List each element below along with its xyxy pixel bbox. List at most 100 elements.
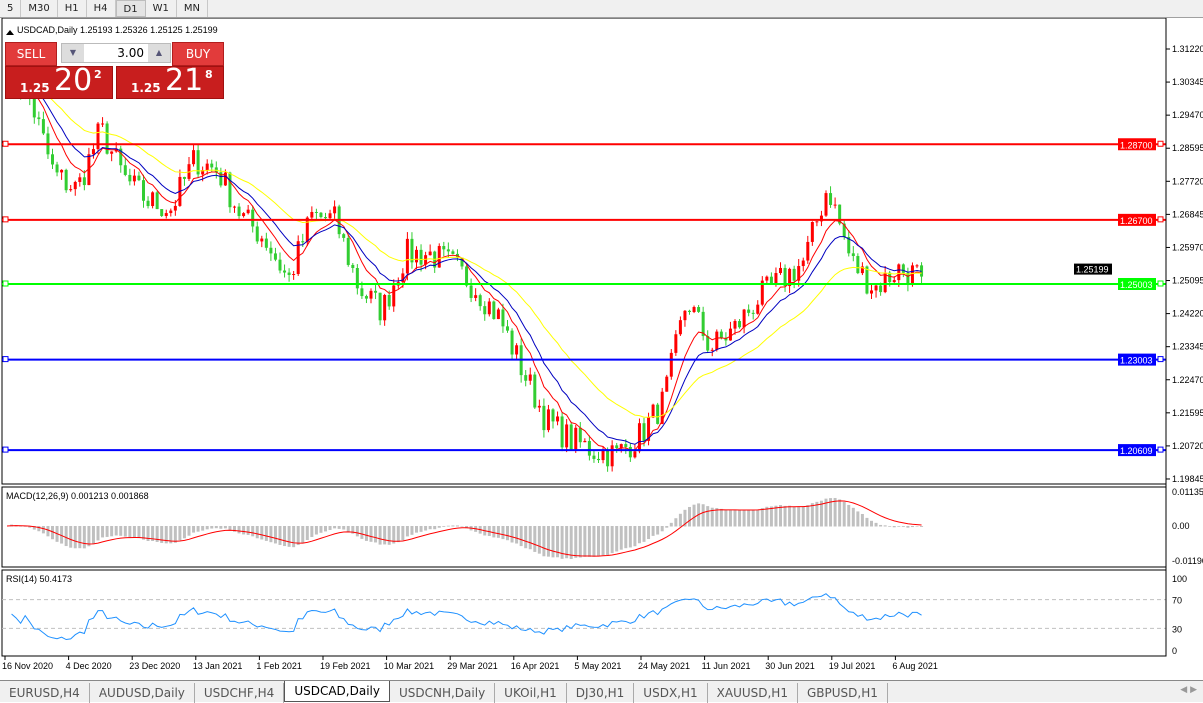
- macd-histogram-bar: [792, 506, 796, 527]
- rsi-tick-label: 0: [1172, 646, 1177, 656]
- candle-body: [515, 345, 519, 355]
- lot-value[interactable]: 3.00: [117, 46, 144, 60]
- sell-button[interactable]: SELL: [5, 42, 57, 66]
- candle-body: [546, 409, 550, 431]
- tab-scroll-arrows-icon[interactable]: ◀ ▶: [1180, 685, 1197, 695]
- candle-body: [774, 273, 778, 284]
- macd-tick-label: 0.00: [1172, 521, 1190, 531]
- candle-body: [319, 212, 323, 218]
- candle-body: [560, 416, 564, 448]
- timeframe-mn[interactable]: MN: [177, 0, 208, 17]
- tab-ukoil-h1[interactable]: UKOil,H1: [495, 683, 567, 703]
- lot-size-input[interactable]: ▼ 3.00 ▲: [61, 43, 171, 63]
- timeframe-m30[interactable]: M30: [21, 0, 58, 17]
- line-handle-right[interactable]: [1157, 356, 1164, 363]
- chart-canvas[interactable]: USDCAD,Daily 1.25193 1.25326 1.25125 1.2…: [0, 17, 1203, 680]
- candle-body: [387, 294, 391, 307]
- timeframe-w1[interactable]: W1: [146, 0, 177, 17]
- macd-histogram-bar: [533, 526, 537, 552]
- candle-body: [569, 424, 573, 450]
- macd-histogram-bar: [819, 500, 823, 527]
- macd-histogram-bar: [314, 526, 318, 535]
- macd-histogram-bar: [515, 526, 519, 544]
- candle-body: [378, 292, 382, 321]
- lot-increase-icon[interactable]: ▲: [148, 44, 170, 62]
- candle-body: [119, 148, 123, 166]
- tab-gbpusd-h1[interactable]: GBPUSD,H1: [798, 683, 888, 703]
- candle-body: [474, 295, 478, 298]
- tab-dj30-h1[interactable]: DJ30,H1: [567, 683, 635, 703]
- candle-body: [278, 259, 282, 271]
- lot-decrease-icon[interactable]: ▼: [62, 44, 84, 62]
- sell-price[interactable]: 1.25 20 2: [5, 63, 113, 99]
- candle-body: [842, 223, 846, 238]
- candle-body: [819, 215, 823, 222]
- macd-histogram-bar: [751, 509, 755, 527]
- macd-histogram-bar: [847, 504, 851, 527]
- candle-body: [292, 274, 296, 276]
- tab-xauusd-h1[interactable]: XAUUSD,H1: [708, 683, 798, 703]
- candle-body: [364, 296, 368, 299]
- timeframe-h4[interactable]: H4: [87, 0, 116, 17]
- line-handle-left[interactable]: [2, 356, 9, 363]
- line-handle-left[interactable]: [2, 216, 9, 223]
- tab-audusd-daily[interactable]: AUDUSD,Daily: [90, 683, 195, 703]
- candle-body: [105, 123, 109, 154]
- candle-body: [824, 193, 828, 216]
- candle-body: [101, 123, 105, 125]
- macd-histogram-bar: [760, 508, 764, 527]
- tab-usdcnh-daily[interactable]: USDCNH,Daily: [390, 683, 496, 703]
- candle-body: [478, 295, 482, 307]
- timeframe-5[interactable]: 5: [0, 0, 22, 17]
- candle-body: [751, 312, 755, 314]
- tab-eurusd-h4[interactable]: EURUSD,H4: [0, 683, 90, 703]
- buy-button[interactable]: BUY: [172, 42, 224, 66]
- candle-body: [715, 331, 719, 350]
- candle-body: [383, 294, 387, 321]
- candle-body: [501, 309, 505, 327]
- line-handle-left[interactable]: [2, 140, 9, 147]
- price-tick-label: 1.19845: [1172, 474, 1203, 484]
- candle-body: [574, 427, 578, 450]
- macd-histogram-bar: [360, 526, 364, 539]
- candle-body: [314, 211, 318, 213]
- timeframe-d1[interactable]: D1: [115, 0, 146, 17]
- line-handle-left[interactable]: [2, 280, 9, 287]
- macd-histogram-bar: [105, 526, 109, 537]
- price-tick-label: 1.30345: [1172, 77, 1203, 87]
- buy-price[interactable]: 1.25 21 8: [116, 63, 224, 99]
- line-handle-right[interactable]: [1157, 280, 1164, 287]
- candle-body: [665, 376, 669, 392]
- macd-histogram-bar: [369, 526, 373, 542]
- macd-histogram-bar: [155, 526, 159, 542]
- tab-usdcad-daily[interactable]: USDCAD,Daily: [284, 681, 390, 702]
- price-label-bg: [1118, 138, 1156, 151]
- macd-histogram-bar: [242, 526, 246, 535]
- tab-usdx-h1[interactable]: USDX,H1: [634, 683, 708, 703]
- chart-window[interactable]: USDCAD,Daily 1.25193 1.25326 1.25125 1.2…: [0, 17, 1203, 680]
- macd-histogram-bar: [806, 505, 810, 527]
- date-tick-label: 16 Nov 2020: [2, 661, 53, 671]
- buy-price-fraction: 8: [205, 68, 213, 81]
- line-handle-right[interactable]: [1157, 140, 1164, 147]
- macd-histogram-bar: [870, 520, 873, 527]
- macd-histogram-bar: [82, 526, 86, 549]
- line-handle-right[interactable]: [1157, 446, 1164, 453]
- tab-usdchf-h4[interactable]: USDCHF,H4: [195, 683, 285, 703]
- candle-body: [651, 404, 655, 418]
- candle-body: [346, 237, 350, 265]
- candle-body: [301, 241, 305, 243]
- candle-body: [287, 272, 291, 275]
- candle-body: [533, 374, 537, 408]
- macd-histogram-bar: [815, 501, 819, 527]
- candle-body: [892, 280, 896, 283]
- date-tick-label: 16 Apr 2021: [511, 661, 560, 671]
- line-handle-left[interactable]: [2, 446, 9, 453]
- macd-histogram-bar: [542, 526, 546, 557]
- macd-histogram-bar: [701, 504, 705, 527]
- timeframe-h1[interactable]: H1: [58, 0, 87, 17]
- macd-histogram-bar: [606, 526, 610, 555]
- line-handle-right[interactable]: [1157, 216, 1164, 223]
- macd-histogram-bar: [824, 498, 828, 527]
- price-tick-label: 1.27720: [1172, 176, 1203, 186]
